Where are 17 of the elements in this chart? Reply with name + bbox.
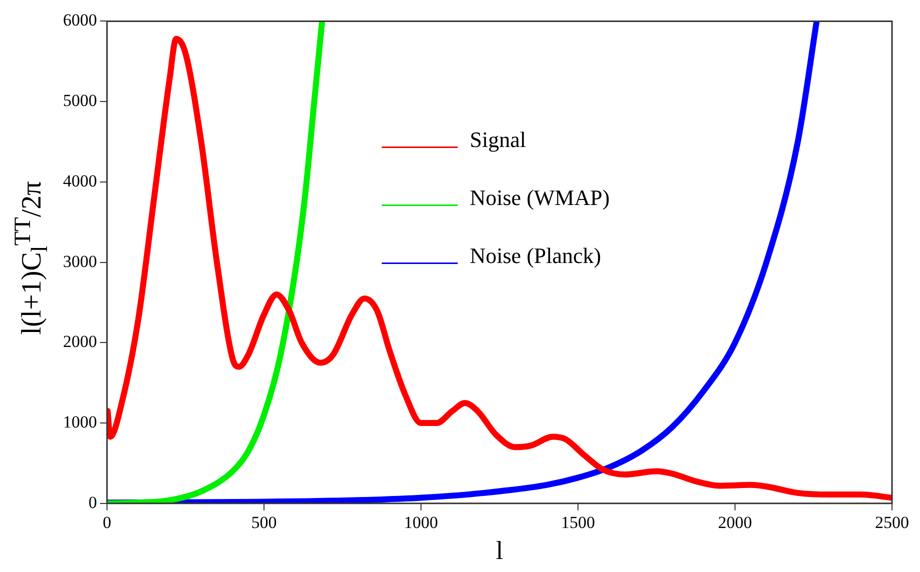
y-tick-label: 6000 [63,10,97,30]
x-tick-label: 2500 [875,513,909,532]
x-tick-label: 500 [251,513,277,532]
legend-label: Noise (WMAP) [470,184,610,210]
x-tick-label: 1500 [561,513,595,532]
y-tick-label: 4000 [63,171,97,190]
legend-label: Signal [470,126,526,152]
y-tick-label: 5000 [63,91,97,110]
x-tick-label: 0 [102,513,112,532]
x-axis-title: l [496,536,504,566]
x-tick-label: 1000 [404,513,438,532]
y-tick-label: 0 [88,492,97,512]
y-tick-label: 1000 [63,412,97,432]
legend-label: Noise (Planck) [470,242,602,268]
y-tick-label: 2000 [63,332,97,352]
x-tick-label: 2000 [718,513,752,532]
y-tick-label: 3000 [63,252,97,271]
